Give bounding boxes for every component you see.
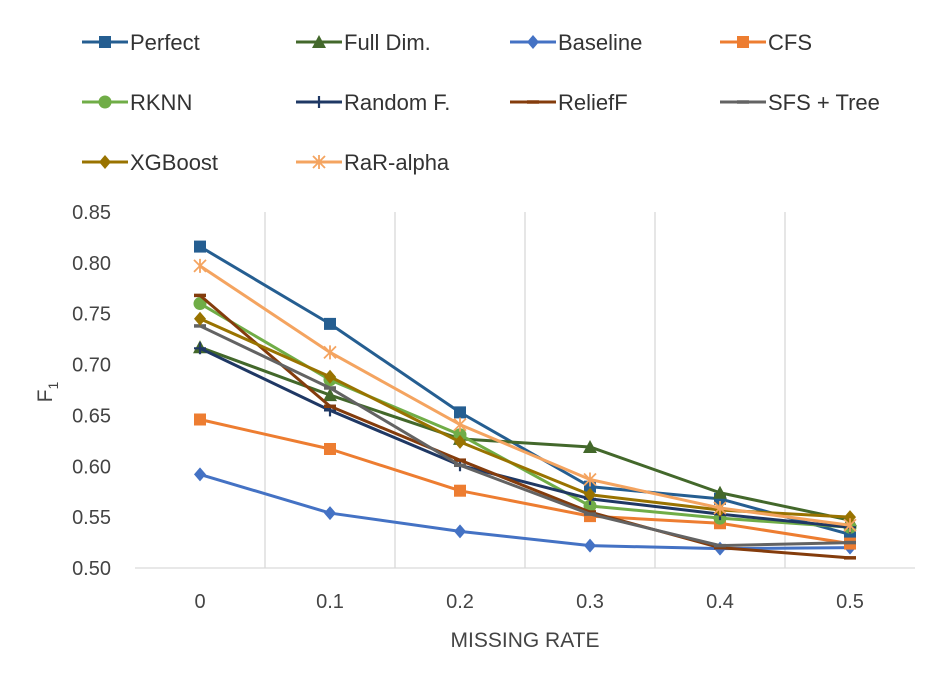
data-point-rar-alpha (193, 258, 207, 273)
legend-label: Full Dim. (344, 30, 431, 55)
data-point-rar-alpha (843, 518, 857, 533)
legend-marker (99, 155, 111, 169)
data-point-full-dim (713, 485, 727, 499)
data-point-cfs (324, 442, 336, 455)
data-point-xgboost (194, 311, 206, 326)
legend-label: RKNN (130, 90, 192, 115)
legend-item-cfs: CFS (720, 30, 812, 55)
legend-marker (527, 35, 539, 49)
data-point-rknn (453, 428, 467, 442)
legend-label: Random F. (344, 90, 450, 115)
legend-marker (312, 155, 326, 169)
legend-label: Perfect (130, 30, 200, 55)
series-line-rar-alpha (198, 264, 852, 527)
series-layer (193, 240, 857, 560)
series-sfs-tree (194, 324, 856, 548)
x-tick-label: 0.5 (836, 591, 864, 613)
y-axis-title-main: F (34, 389, 57, 402)
series-line-perfect (198, 245, 852, 536)
data-point-random-f (194, 342, 206, 355)
legend-item-sfs-tree: SFS + Tree (720, 90, 880, 115)
series-line-cfs (198, 417, 852, 546)
y-tick-label: 0.50 (72, 558, 111, 580)
legend-marker (313, 96, 325, 108)
series-line-relieff (198, 293, 852, 560)
y-tick-label: 0.65 (72, 405, 111, 427)
legend-item-xgboost: XGBoost (82, 150, 218, 175)
data-point-rar-alpha (453, 417, 467, 432)
y-axis-title: F1 (34, 381, 61, 402)
legend-marker (737, 36, 749, 48)
data-point-baseline (454, 524, 466, 539)
x-tick-label: 0.3 (576, 591, 604, 613)
data-point-baseline (324, 506, 336, 521)
data-point-rar-alpha (583, 472, 597, 487)
legend-item-relieff: ReliefF (510, 90, 628, 115)
grid (264, 212, 786, 568)
x-tick-label: 0.4 (706, 591, 734, 613)
y-tick-label: 0.75 (72, 304, 111, 326)
y-tick-label: 0.85 (72, 202, 111, 224)
legend-item-full-dim: Full Dim. (296, 30, 431, 55)
data-point-cfs (194, 413, 206, 426)
legend-item-rknn: RKNN (82, 90, 192, 115)
legend-item-perfect: Perfect (82, 30, 200, 55)
x-axis-title: MISSING RATE (451, 629, 600, 652)
data-point-full-dim (583, 439, 597, 453)
x-tick-label: 0.2 (446, 591, 474, 613)
legend-label: SFS + Tree (768, 90, 880, 115)
data-point-xgboost (584, 487, 596, 502)
series-line-random-f (198, 346, 852, 529)
y-tick-label: 0.70 (72, 355, 111, 377)
legend-marker (312, 35, 326, 48)
x-tick-label: 0 (194, 591, 205, 613)
y-axis-title-subscript: 1 (45, 381, 61, 389)
data-point-xgboost (454, 434, 466, 449)
legend-label: RaR-alpha (344, 150, 450, 175)
data-point-rar-alpha (323, 345, 337, 360)
data-point-perfect (324, 317, 336, 330)
x-tick-label: 0.1 (316, 591, 344, 613)
data-point-baseline (584, 538, 596, 553)
axes: 0 0.1 0.2 0.3 0.4 0.5 0.50 0.55 0.60 0.65 0.70 0.75… (72, 202, 915, 613)
y-tick-label: 0.55 (72, 507, 111, 529)
legend-label: Baseline (558, 30, 642, 55)
legend-label: XGBoost (130, 150, 218, 175)
data-point-full-dim (323, 388, 337, 402)
data-point-cfs (454, 484, 466, 497)
data-point-perfect (454, 406, 466, 419)
legend-marker (98, 95, 112, 109)
y-tick-label: 0.80 (72, 253, 111, 275)
data-point-rar-alpha (713, 500, 727, 515)
data-point-rknn (193, 297, 207, 311)
legend-item-baseline: Baseline (510, 30, 642, 55)
data-point-xgboost (324, 369, 336, 384)
data-point-perfect (194, 240, 206, 253)
y-tick-label: 0.60 (72, 456, 111, 478)
series-rar-alpha (193, 258, 857, 533)
series-line-sfs-tree (198, 324, 852, 548)
legend-item-rar-alpha: RaR-alpha (296, 150, 450, 175)
legend-label: ReliefF (558, 90, 628, 115)
data-point-xgboost (844, 510, 856, 525)
legend-marker (99, 36, 111, 48)
legend-item-random-f: Random F. (296, 90, 450, 115)
legend: Perfect Full Dim. Baseline CFS RKNN Random F.… (82, 30, 880, 175)
legend-label: CFS (768, 30, 812, 55)
data-point-baseline (194, 467, 206, 482)
